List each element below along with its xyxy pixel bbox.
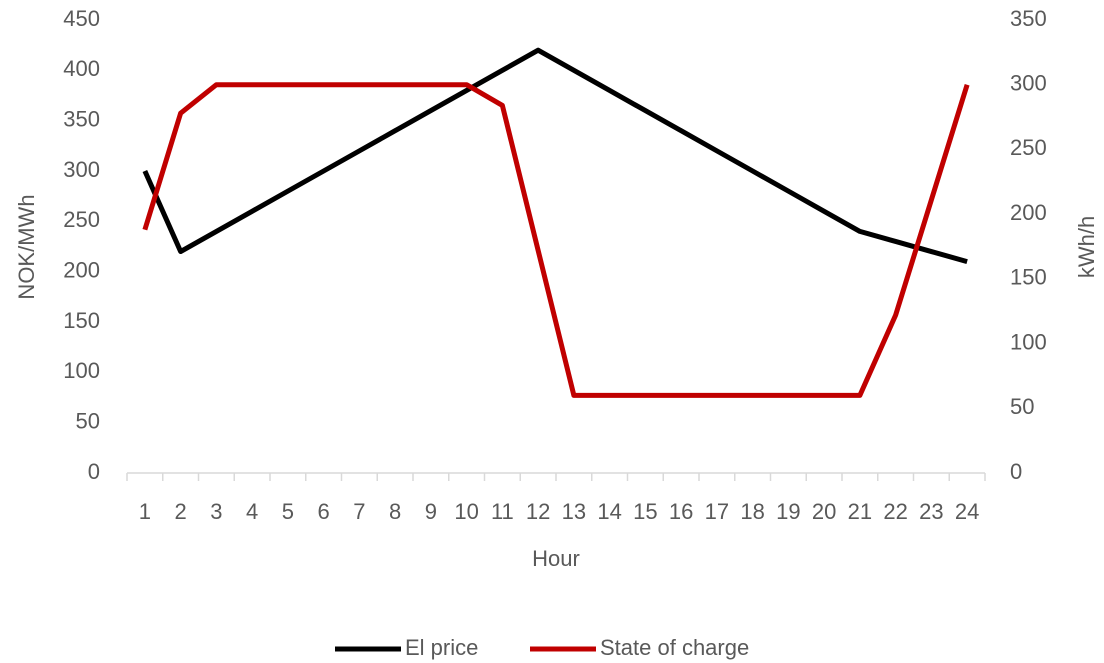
y-tick-label: 350 [63,106,100,131]
y-tick-label: 0 [88,459,100,484]
y2-tick-label: 150 [1010,265,1047,290]
x-tick-label: 1 [139,499,151,524]
x-tick-label: 23 [919,499,943,524]
y-tick-label: 250 [63,207,100,232]
line-series [142,82,970,398]
y-tick-label: 100 [63,358,100,383]
y2-tick-label: 50 [1010,394,1034,419]
x-tick-label: 22 [883,499,907,524]
x-tick-label: 6 [318,499,330,524]
x-tick-label: 20 [812,499,836,524]
y-tick-label: 450 [63,6,100,31]
y2-tick-label: 250 [1010,135,1047,160]
x-tick-label: 7 [353,499,365,524]
x-tick-label: 11 [491,499,514,524]
y2-tick-label: 200 [1010,200,1047,225]
y2-tick-label: 350 [1010,6,1047,31]
y-axis-title: NOK/MWh [14,194,39,299]
x-tick-label: 21 [848,499,872,524]
x-tick-label: 24 [955,499,979,524]
x-tick-label: 13 [562,499,586,524]
y2-axis-title: kWh/h [1074,216,1099,278]
legend-label: El price [405,635,478,660]
y-tick-label: 300 [63,157,100,182]
legend-label: State of charge [600,635,749,660]
y2-tick-label: 0 [1010,459,1022,484]
x-tick-label: 19 [776,499,800,524]
x-tick-label: 9 [425,499,437,524]
x-tick-label: 4 [246,499,258,524]
x-tick-label: 5 [282,499,294,524]
y2-tick-label: 100 [1010,329,1047,354]
y-tick-label: 400 [63,56,100,81]
y-tick-label: 50 [76,408,100,433]
x-tick-label: 3 [210,499,222,524]
x-tick-label: 12 [526,499,550,524]
x-tick-label: 14 [597,499,621,524]
line-series [142,47,968,265]
x-tick-label: 18 [740,499,764,524]
y-tick-label: 150 [63,308,100,333]
x-tick-label: 15 [633,499,657,524]
x-tick-label: 2 [175,499,187,524]
x-tick-label: 17 [705,499,729,524]
x-axis-title: Hour [532,546,580,571]
x-tick-label: 10 [454,499,478,524]
y2-tick-label: 300 [1010,71,1047,96]
x-tick-label: 8 [389,499,401,524]
x-tick-label: 16 [669,499,693,524]
y-tick-label: 200 [63,257,100,282]
